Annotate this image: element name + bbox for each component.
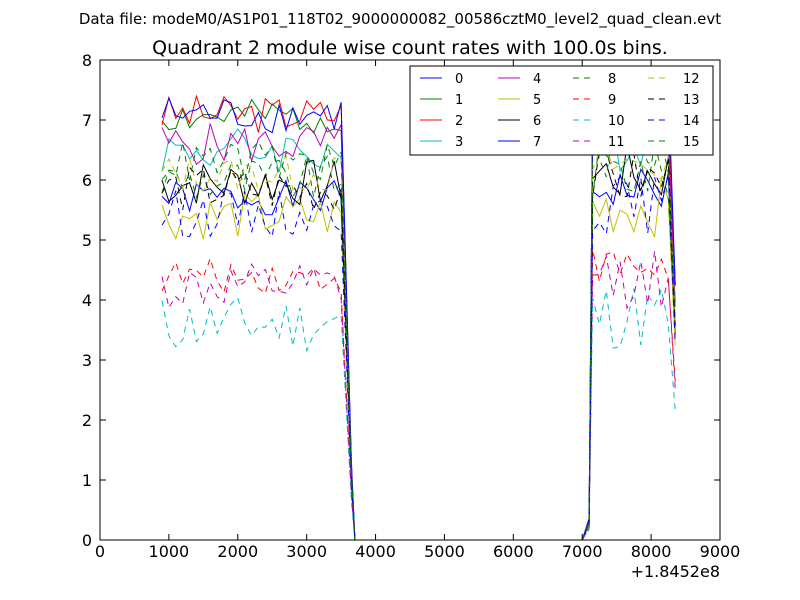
legend-label: 1 [455,93,463,108]
series-line-15 [161,125,676,541]
series-layer [161,82,676,541]
x-tick-label: 6000 [493,542,534,561]
series-line-3 [161,114,676,541]
y-tick-label: 6 [82,171,92,190]
y-tick-label: 8 [82,51,92,70]
x-tick-label: 9000 [700,542,741,561]
series-line-2 [161,92,676,541]
series-line-4 [161,111,676,541]
series-line-8 [161,141,676,541]
y-tick-label: 1 [82,471,92,490]
legend-label: 2 [455,114,463,129]
chart-title: Quadrant 2 module wise count rates with … [152,37,668,59]
legend-label: 13 [683,93,700,108]
x-offset-label: +1.8452e8 [631,562,720,581]
series-line-5 [161,178,676,541]
x-tick-label: 1000 [149,542,190,561]
legend-label: 10 [608,114,625,129]
legend-label: 4 [533,72,541,87]
y-tick-label: 5 [82,231,92,250]
legend-label: 12 [683,72,700,87]
x-axis: 0 1000 2000 3000 4000 5000 6000 7000 8000 9000 [95,60,740,561]
legend-label: 7 [533,135,541,150]
x-tick-label: 7000 [562,542,603,561]
series-line-6 [161,144,676,541]
legend-label: 6 [533,114,541,129]
series-line-11 [161,251,676,541]
x-tick-label: 4000 [355,542,396,561]
y-tick-label: 7 [82,111,92,130]
legend-label: 3 [455,135,463,150]
x-tick-label: 5000 [424,542,465,561]
x-tick-label: 3000 [286,542,327,561]
legend-label: 5 [533,93,541,108]
y-tick-label: 2 [82,411,92,430]
legend-box [409,65,714,156]
legend-label: 0 [455,72,463,87]
series-line-10 [161,287,676,541]
x-tick-label: 2000 [217,542,258,561]
x-tick-label: 0 [95,542,105,561]
series-line-12 [161,143,676,541]
series-line-14 [161,175,676,541]
legend-label: 15 [683,135,700,150]
chart-suptitle: Data file: modeM0/AS1P01_118T02_90000000… [79,10,721,29]
y-tick-label: 3 [82,351,92,370]
legend-label: 14 [683,114,700,129]
series-line-0 [161,168,676,541]
y-tick-label: 4 [82,291,92,310]
legend-label: 11 [608,135,625,150]
x-tick-label: 8000 [631,542,672,561]
y-tick-label: 0 [82,531,92,550]
series-line-13 [161,150,676,541]
series-line-9 [161,249,676,541]
legend-label: 9 [608,93,616,108]
legend-label: 8 [608,72,616,87]
